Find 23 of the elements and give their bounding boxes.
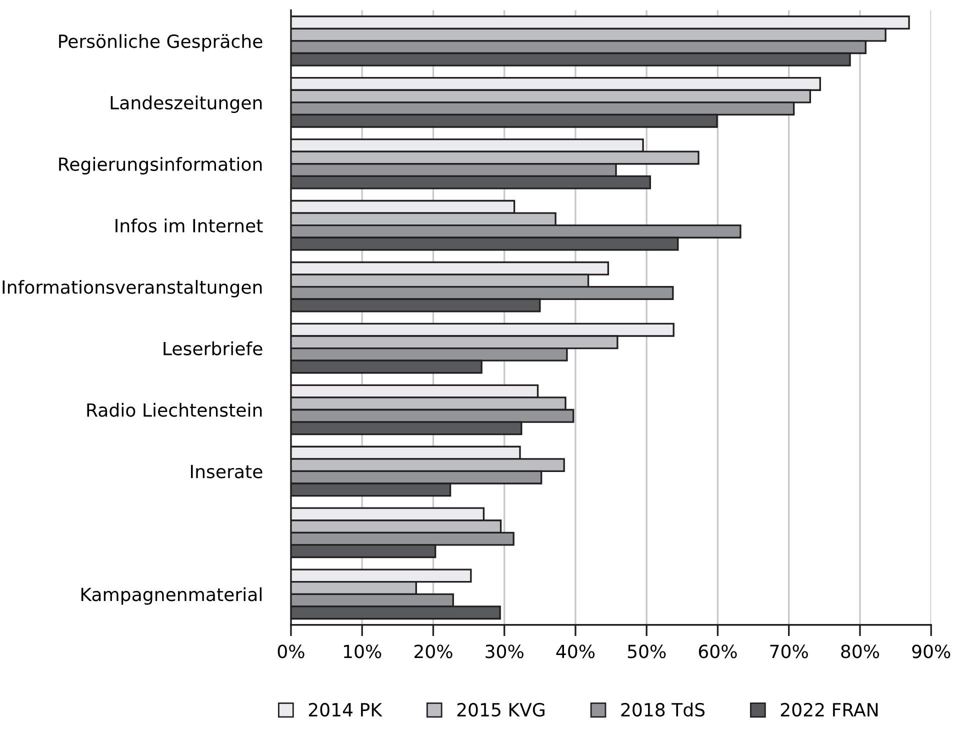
x-tick-label: 10%	[344, 644, 382, 658]
x-tick-label: 60%	[698, 644, 737, 658]
y-tick-label: Informationsveranstaltungen	[2, 280, 262, 298]
x-tick-label: 40%	[556, 644, 595, 658]
legend-label: 2022 FRAN	[780, 702, 878, 717]
y-tick-label: Persönliche Gespräche	[59, 34, 262, 52]
y-tick-label: Infos im Internet	[116, 218, 263, 232]
y-tick-label: Inserate	[191, 464, 262, 478]
x-tick-label: 70%	[770, 644, 808, 658]
x-tick-label: 90%	[912, 644, 950, 658]
y-tick-label: Radio Liechtenstein	[87, 402, 262, 417]
y-tick-label: Regierungsinformation	[59, 157, 262, 174]
x-tick-label: 80%	[841, 644, 880, 658]
x-tick-label: 30%	[486, 644, 524, 658]
legend-label: 2018 TdS	[621, 702, 705, 717]
x-tick-label: 50%	[628, 644, 666, 658]
y-tick-label: Landeszeitungen	[110, 96, 262, 114]
x-tick-label: 0%	[278, 644, 304, 658]
legend-label: 2014 PK	[308, 702, 382, 717]
y-tick-label: Kampagnenmaterial	[81, 587, 262, 605]
y-tick-label: Leserbriefe	[164, 341, 262, 356]
x-tick-label: 20%	[414, 644, 452, 658]
legend-label: 2015 KVG	[457, 702, 544, 717]
